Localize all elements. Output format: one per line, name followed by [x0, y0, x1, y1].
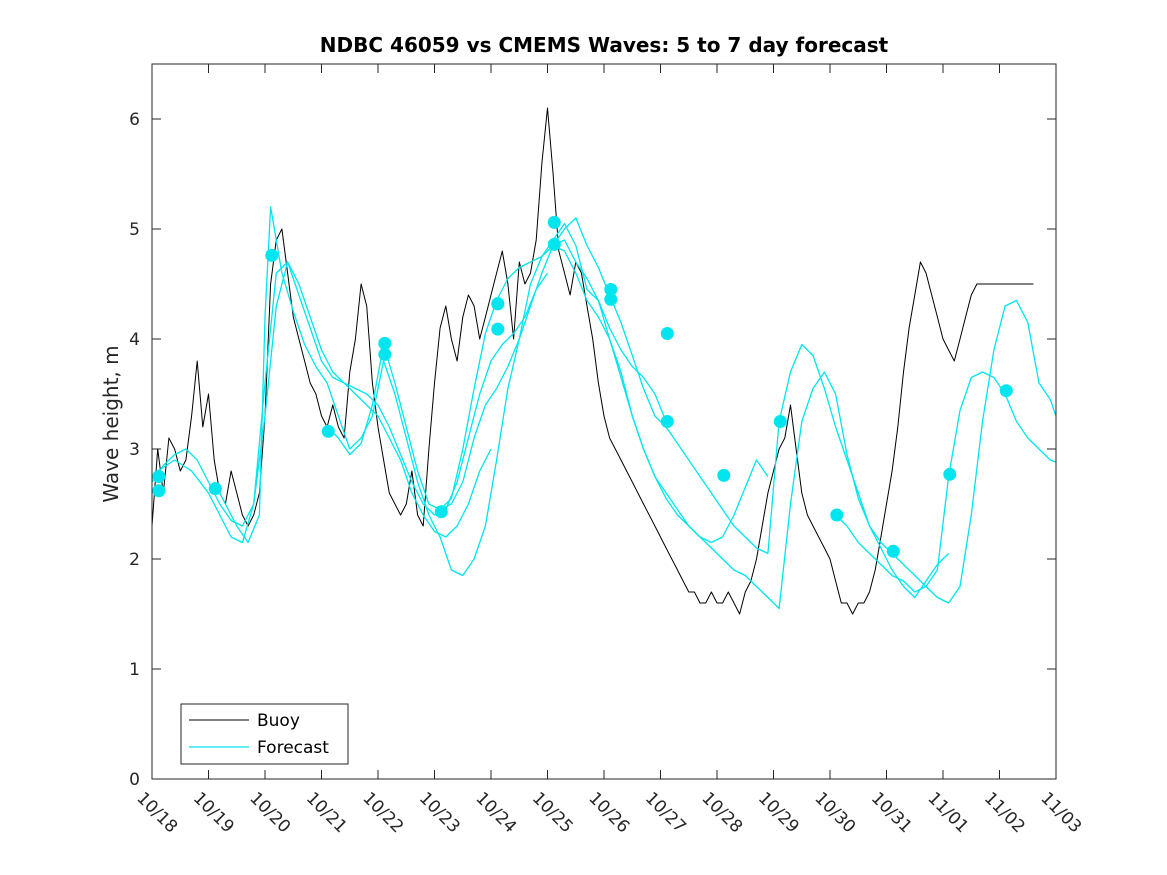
forecast-start-marker — [152, 484, 166, 498]
forecast-start-marker — [773, 415, 787, 428]
forecast-start-marker — [434, 505, 448, 519]
y-axis-label: Wave height, m — [99, 345, 123, 502]
y-tick-label: 1 — [129, 660, 140, 680]
forecast-start-marker — [547, 215, 561, 229]
forecast-start-marker — [378, 336, 392, 350]
forecast-start-marker — [547, 237, 561, 251]
forecast-line-5 — [439, 217, 950, 599]
y-tick-labels: 0 1 2 3 4 5 6 — [129, 110, 140, 790]
legend: Buoy Forecast — [180, 703, 349, 765]
forecast-line-3 — [213, 206, 667, 577]
axes-box — [151, 63, 1057, 780]
forecast-start-marker — [321, 424, 335, 438]
forecast-start-marker — [491, 297, 505, 311]
forecast-line-6 — [552, 244, 1056, 610]
forecast-start-marker — [265, 248, 279, 262]
axes-background — [152, 64, 1056, 779]
plot-area — [151, 63, 1057, 780]
forecast-start-marker — [999, 384, 1013, 398]
forecast-start-marker — [886, 544, 900, 558]
forecast-start-marker — [208, 482, 222, 496]
forecast-series — [152, 206, 1056, 610]
y-tick-label: 2 — [129, 550, 140, 570]
y-tick-label: 0 — [129, 770, 140, 790]
forecast-start-marker — [830, 508, 844, 522]
forecast-start-marker — [943, 467, 957, 481]
forecast-start-marker — [604, 283, 618, 296]
forecast-line-1 — [152, 261, 492, 538]
forecast-start-marker — [717, 468, 731, 482]
forecast-start-marker — [660, 415, 674, 428]
y-tick-label: 6 — [129, 110, 140, 130]
y-tick-label: 4 — [129, 330, 140, 350]
buoy-line — [152, 107, 1034, 615]
y-tick-label: 3 — [129, 440, 140, 460]
forecast-markers — [152, 215, 1013, 558]
forecast-start-marker — [604, 292, 618, 306]
forecast-line-2 — [157, 261, 549, 544]
forecast-start-marker — [378, 347, 392, 361]
forecast-start-marker — [660, 327, 674, 340]
forecast-start-marker — [152, 470, 166, 483]
chart-title: NDBC 46059 vs CMEMS Waves: 5 to 7 day fo… — [320, 33, 889, 57]
legend-buoy-label: Buoy — [257, 711, 300, 731]
y-tick-label: 5 — [129, 220, 140, 240]
buoy-series — [152, 107, 1034, 615]
forecast-start-marker — [491, 322, 505, 336]
legend-box — [180, 703, 349, 765]
legend-forecast-label: Forecast — [257, 738, 329, 758]
